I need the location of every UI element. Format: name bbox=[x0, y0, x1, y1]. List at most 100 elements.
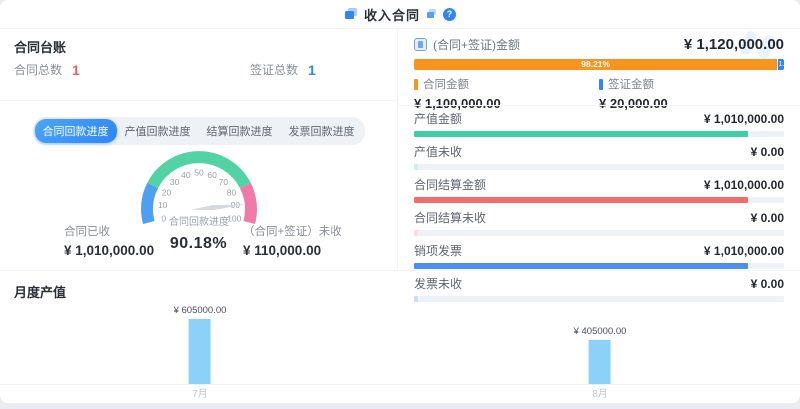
tab-发票回款进度[interactable]: 发票回款进度 bbox=[281, 119, 363, 143]
stat-value: 1 bbox=[308, 61, 316, 78]
ledger-title: 合同台账 bbox=[14, 40, 67, 55]
tab-结算回款进度[interactable]: 结算回款进度 bbox=[199, 119, 281, 143]
unreceived-stat: （合同+签证）未收 ¥ 110,000.00 bbox=[243, 223, 342, 258]
progress-tabs: 合同回款进度 产值回款进度 结算回款进度 发票回款进度 bbox=[32, 117, 365, 145]
tab-合同回款进度[interactable]: 合同回款进度 bbox=[34, 119, 117, 143]
help-icon[interactable]: ? bbox=[443, 7, 456, 21]
summary-divider bbox=[398, 105, 800, 106]
summary-title: (合同+签证)金额 bbox=[433, 38, 521, 52]
amount-label: 产值金额 bbox=[414, 112, 463, 126]
gauge-tick-label: 50 bbox=[194, 168, 204, 178]
monthly-bar[interactable] bbox=[189, 319, 211, 384]
amount-value: ¥ 1,010,000.00 bbox=[703, 178, 784, 192]
monthly-chart: ¥ 605000.00 7月 ¥ 405000.00 8月 bbox=[0, 297, 800, 403]
stat-value: 1 bbox=[72, 61, 80, 78]
amount-row: 销项发票 ¥ 1,010,000.00 bbox=[414, 242, 784, 269]
unreceived-label: （合同+签证）未收 bbox=[243, 226, 342, 238]
amount-bar-track bbox=[414, 296, 784, 302]
stat-visa-total: 签证总数 1 bbox=[250, 61, 316, 78]
amount-bar-track bbox=[414, 131, 784, 137]
gauge-tick-label: 70 bbox=[219, 177, 229, 187]
gauge-tick-label: 20 bbox=[162, 187, 172, 197]
progress-tabs-wrap: 合同回款进度 产值回款进度 结算回款进度 发票回款进度 bbox=[0, 117, 397, 145]
amount-label: 合同结算金额 bbox=[414, 178, 487, 192]
gauge-tick-label: 0 bbox=[161, 213, 166, 223]
amount-label: 合同结算未收 bbox=[414, 211, 487, 225]
summary-head: (合同+签证)金额 ¥ 1,120,000.00 bbox=[414, 36, 784, 53]
ledger-divider bbox=[0, 100, 397, 101]
received-value: ¥ 1,010,000.00 bbox=[64, 243, 155, 258]
tab-产值回款进度[interactable]: 产值回款进度 bbox=[117, 119, 199, 143]
summary-panel: (合同+签证)金额 ¥ 1,120,000.00 98.21% 1. 合同金额 ¥… bbox=[398, 29, 800, 302]
legend-label: 合同金额 bbox=[423, 79, 469, 91]
amount-value: ¥ 1,010,000.00 bbox=[703, 244, 784, 258]
gauge-tick-label: 40 bbox=[181, 170, 191, 180]
gauge-value: 90.18% bbox=[169, 235, 228, 252]
amount-row: 合同结算金额 ¥ 1,010,000.00 bbox=[414, 176, 784, 203]
contract-bar-segment[interactable]: 98.21% bbox=[414, 59, 778, 70]
amount-row: 合同结算未收 ¥ 0.00 bbox=[414, 209, 784, 236]
document-small-icon bbox=[427, 9, 436, 18]
summary-total: ¥ 1,120,000.00 bbox=[683, 36, 784, 53]
amount-row: 发票未收 ¥ 0.00 bbox=[414, 275, 784, 302]
amount-bar-fill bbox=[414, 131, 748, 137]
amount-rows: 产值金额 ¥ 1,010,000.00 产值未收 ¥ 0.00 合同结算金额 ¥ 1,01… bbox=[414, 110, 784, 308]
bar-value-label: ¥ 405000.00 bbox=[573, 326, 627, 337]
amount-bar-fill bbox=[414, 164, 419, 170]
gauge-tick-label: 10 bbox=[158, 200, 168, 210]
gauge-arc-segment bbox=[147, 151, 251, 189]
main-area: 合同台账 合同总数 1 签证总数 1 合同回款进度 产值回款进度 结算回款进度 发票回… bbox=[0, 29, 800, 302]
gauge-tick-label: 30 bbox=[170, 177, 180, 187]
gauge-title: 合同回款进度 bbox=[169, 215, 229, 228]
gauge-tick-label: 80 bbox=[227, 187, 237, 197]
amount-label: 产值未收 bbox=[414, 145, 463, 159]
unreceived-value: ¥ 110,000.00 bbox=[243, 243, 322, 258]
bar-value-label: ¥ 605000.00 bbox=[173, 305, 227, 316]
legend-value: ¥ 1,100,000.00 bbox=[414, 96, 501, 111]
gauge-arc-segment bbox=[239, 182, 257, 225]
bar-category-label: 7月 bbox=[192, 389, 208, 400]
bar-category-label: 8月 bbox=[592, 389, 608, 400]
stat-label: 签证总数 bbox=[250, 63, 299, 77]
amount-value: ¥ 0.00 bbox=[750, 211, 784, 225]
amount-row: 产值未收 ¥ 0.00 bbox=[414, 143, 784, 170]
summary-legend: 合同金额 ¥ 1,100,000.00 签证金额 ¥ 20,000.00 bbox=[414, 76, 784, 111]
monthly-bar[interactable] bbox=[589, 340, 611, 384]
amount-value: ¥ 0.00 bbox=[750, 145, 784, 159]
amount-label: 发票未收 bbox=[414, 277, 463, 291]
received-label: 合同已收 bbox=[64, 226, 110, 238]
gauge-arc-segment bbox=[141, 182, 159, 225]
documents-icon bbox=[344, 8, 357, 19]
header-bar: 收入合同 ? bbox=[0, 0, 800, 29]
legend-value: ¥ 20,000.00 bbox=[599, 96, 668, 111]
amount-bar-track bbox=[414, 197, 784, 203]
amount-value: ¥ 0.00 bbox=[750, 277, 784, 291]
amount-bar-fill bbox=[414, 197, 748, 203]
amount-bar-fill bbox=[414, 296, 419, 302]
amount-value: ¥ 1,010,000.00 bbox=[703, 112, 784, 126]
visa-bar-segment[interactable]: 1. bbox=[778, 59, 784, 70]
gauge-tick-label: 60 bbox=[207, 170, 217, 180]
amount-bar-fill bbox=[414, 263, 748, 269]
gauge-needle bbox=[191, 204, 246, 211]
monthly-title: 月度产值 bbox=[14, 285, 67, 300]
contract-file-icon bbox=[414, 38, 427, 51]
stat-label: 合同总数 bbox=[14, 63, 63, 77]
amount-row: 产值金额 ¥ 1,010,000.00 bbox=[414, 110, 784, 137]
legend-marker bbox=[599, 78, 603, 90]
bar-group: ¥ 405000.00 bbox=[573, 326, 627, 384]
received-stat: 合同已收 ¥ 1,010,000.00 bbox=[64, 223, 154, 258]
ledger-panel: 合同台账 合同总数 1 签证总数 1 合同回款进度 产值回款进度 结算回款进度 发票回… bbox=[0, 29, 398, 271]
monthly-section: 月度产值 ¥ 605000.00 7月 ¥ 405000.00 8月 bbox=[0, 270, 800, 403]
amount-bar-track bbox=[414, 164, 784, 170]
x-axis-line bbox=[0, 384, 800, 385]
bar-group: ¥ 605000.00 bbox=[173, 305, 227, 384]
amount-bar-fill bbox=[414, 230, 419, 236]
legend-item: 签证金额 ¥ 20,000.00 bbox=[599, 76, 668, 111]
summary-progressbar: 98.21% 1. bbox=[414, 59, 784, 70]
amount-bar-track bbox=[414, 230, 784, 236]
amount-bar-track bbox=[414, 263, 784, 269]
legend-label: 签证金额 bbox=[608, 79, 654, 91]
